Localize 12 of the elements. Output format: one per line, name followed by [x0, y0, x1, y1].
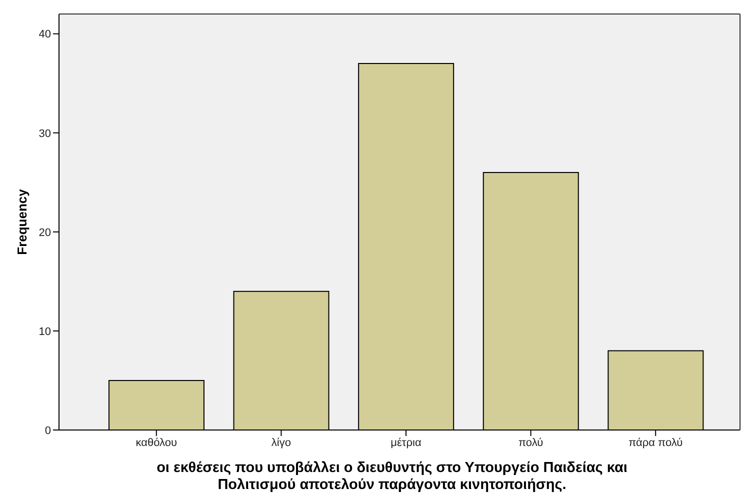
- y-tick-label: 40: [38, 28, 51, 41]
- y-tick-label: 20: [38, 226, 51, 239]
- x-tick-label: πάρα πολύ: [628, 436, 683, 449]
- y-tick-label: 10: [38, 326, 51, 338]
- x-tick-label: καθόλου: [136, 436, 178, 449]
- y-axis-title: Frequency: [14, 188, 30, 255]
- x-tick-label: λίγο: [271, 436, 291, 449]
- x-axis-title: οι εκθέσεις που υποβάλλει ο διευθυντής στο Υπουργείο Παιδείας και Πολιτισμού αποτελούν παράγοντα κινητοποιήσης.: [156, 460, 628, 494]
- x-tick-label: μέτρια: [390, 436, 422, 449]
- y-tick-label: 0: [44, 424, 51, 437]
- y-tick-label: 30: [38, 128, 51, 140]
- x-tick-label: πολύ: [518, 436, 544, 449]
